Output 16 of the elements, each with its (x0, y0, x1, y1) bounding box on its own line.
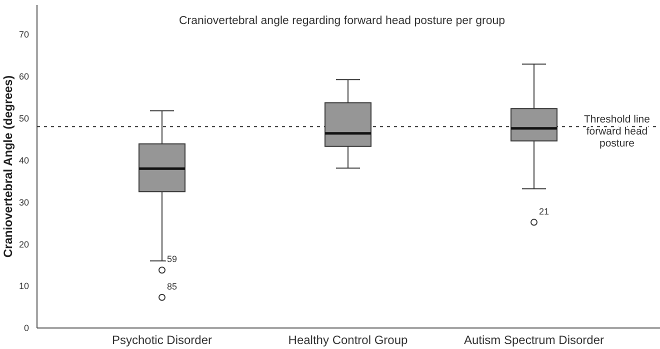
x-tick-label: Autism Spectrum Disorder (464, 333, 604, 347)
y-tick-label: 70 (18, 30, 29, 40)
y-tick-label: 10 (18, 281, 29, 292)
y-tick-label: 20 (18, 239, 29, 250)
ref-line-label: Threshold line forward head posture (584, 114, 650, 150)
annotation: 85 (167, 281, 178, 292)
x-tick-label: Psychotic Disorder (112, 333, 212, 347)
annotation: 21 (539, 206, 550, 216)
y-tick-label: 0 (24, 323, 29, 334)
y-axis-title: Craniovertebral Angle (degrees) (1, 75, 15, 258)
x-tick-label: Healthy Control Group (288, 333, 408, 347)
y-tick-label: 30 (18, 197, 29, 208)
text: Craniovertebral angle regarding forward head posture per group (178, 15, 506, 27)
y-tick-label: 60 (18, 71, 29, 82)
y-tick-label: 40 (18, 155, 29, 166)
y-tick-label: 50 (18, 113, 29, 124)
